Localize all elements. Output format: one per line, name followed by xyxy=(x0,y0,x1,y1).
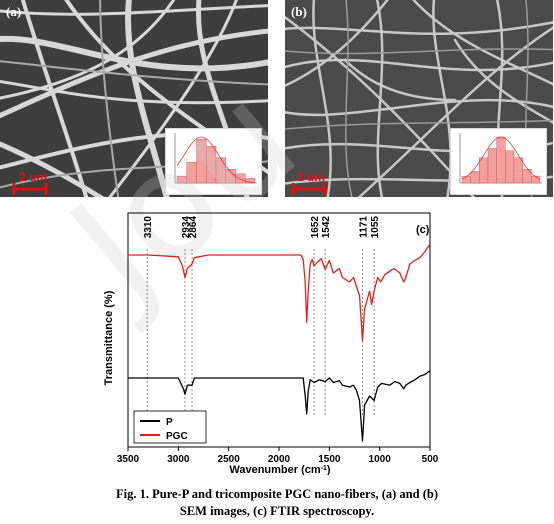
x-tick-label: 1500 xyxy=(318,454,341,465)
peak-label: 2864 xyxy=(188,216,199,239)
panel-label-a: (a) xyxy=(6,4,22,19)
hist-b-bar xyxy=(496,136,506,184)
hist-a-bar xyxy=(176,175,187,184)
hist-b-bar xyxy=(505,150,515,184)
legend: P PGC xyxy=(133,410,207,444)
hist-a-bar xyxy=(235,173,246,184)
figure-caption: Fig. 1. Pure-P and tricomposite PGC nano… xyxy=(0,486,554,520)
legend-label-pgc: PGC xyxy=(166,431,188,442)
scale-bar-b xyxy=(291,183,327,195)
panel-label-c: (c) xyxy=(416,224,430,236)
hist-a-bar xyxy=(215,157,226,184)
legend-label-p: P xyxy=(166,417,173,428)
histogram-inset-b xyxy=(450,128,547,195)
hist-b-bar xyxy=(479,157,489,184)
peak-label: 1171 xyxy=(358,216,369,238)
peak-label: 1542 xyxy=(321,216,332,239)
sem-image-b: (b) 2 um xyxy=(285,0,553,197)
hist-b-bar xyxy=(487,148,497,184)
scale-bar-a xyxy=(12,183,48,195)
peak-label: 3310 xyxy=(143,216,154,239)
peak-label: 2934 xyxy=(181,216,192,239)
x-tick-label: 500 xyxy=(422,454,439,465)
histogram-inset-a xyxy=(165,128,262,195)
sem-image-a: (a) 2 um xyxy=(0,0,268,197)
sem-fibers-a xyxy=(0,0,268,197)
panel-label-b: (b) xyxy=(291,4,307,19)
hist-b-bar xyxy=(513,157,523,184)
hist-b-fit-curve xyxy=(461,136,541,180)
series-line-pgc xyxy=(128,243,431,342)
x-tick-label: 3000 xyxy=(167,454,190,465)
hist-b-bar xyxy=(531,175,541,184)
scale-bar-label-b: 2 um xyxy=(297,170,326,184)
x-tick-label: 2500 xyxy=(218,454,241,465)
hist-a-bar xyxy=(196,139,207,184)
x-axis-label: Wavenumber (cm-1) xyxy=(229,464,331,475)
hist-a-fit-curve xyxy=(176,136,256,183)
x-tick-label: 2000 xyxy=(268,454,291,465)
caption-line-2: SEM images, (c) FTIR spectroscopy. xyxy=(179,504,375,518)
y-axis-label: Transmittance (%) xyxy=(103,290,115,385)
series-line-p xyxy=(128,370,431,442)
hist-b-bar xyxy=(470,171,480,184)
caption-line-1: Fig. 1. Pure-P and tricomposite PGC nano… xyxy=(116,487,438,501)
peak-label: 1652 xyxy=(310,216,321,239)
x-tick-label: 1000 xyxy=(369,454,392,465)
scale-bar-label-a: 2 um xyxy=(19,170,48,184)
x-tick-label: 3500 xyxy=(117,454,140,465)
hist-a-bar xyxy=(206,146,217,184)
peak-label: 1055 xyxy=(370,216,381,239)
hist-a-bar xyxy=(186,162,197,184)
